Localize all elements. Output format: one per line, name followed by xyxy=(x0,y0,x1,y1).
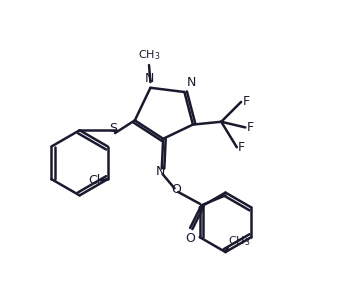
Text: O: O xyxy=(171,183,181,196)
Text: N: N xyxy=(156,165,165,178)
Text: Cl: Cl xyxy=(89,174,101,187)
Text: N: N xyxy=(187,76,196,89)
Text: CH$_3$: CH$_3$ xyxy=(228,234,251,248)
Text: S: S xyxy=(109,122,117,135)
Text: N: N xyxy=(144,72,154,85)
Text: CH$_3$: CH$_3$ xyxy=(138,49,160,62)
Text: O: O xyxy=(185,232,195,245)
Text: F: F xyxy=(243,96,250,108)
Text: F: F xyxy=(247,121,254,134)
Text: F: F xyxy=(238,141,245,154)
